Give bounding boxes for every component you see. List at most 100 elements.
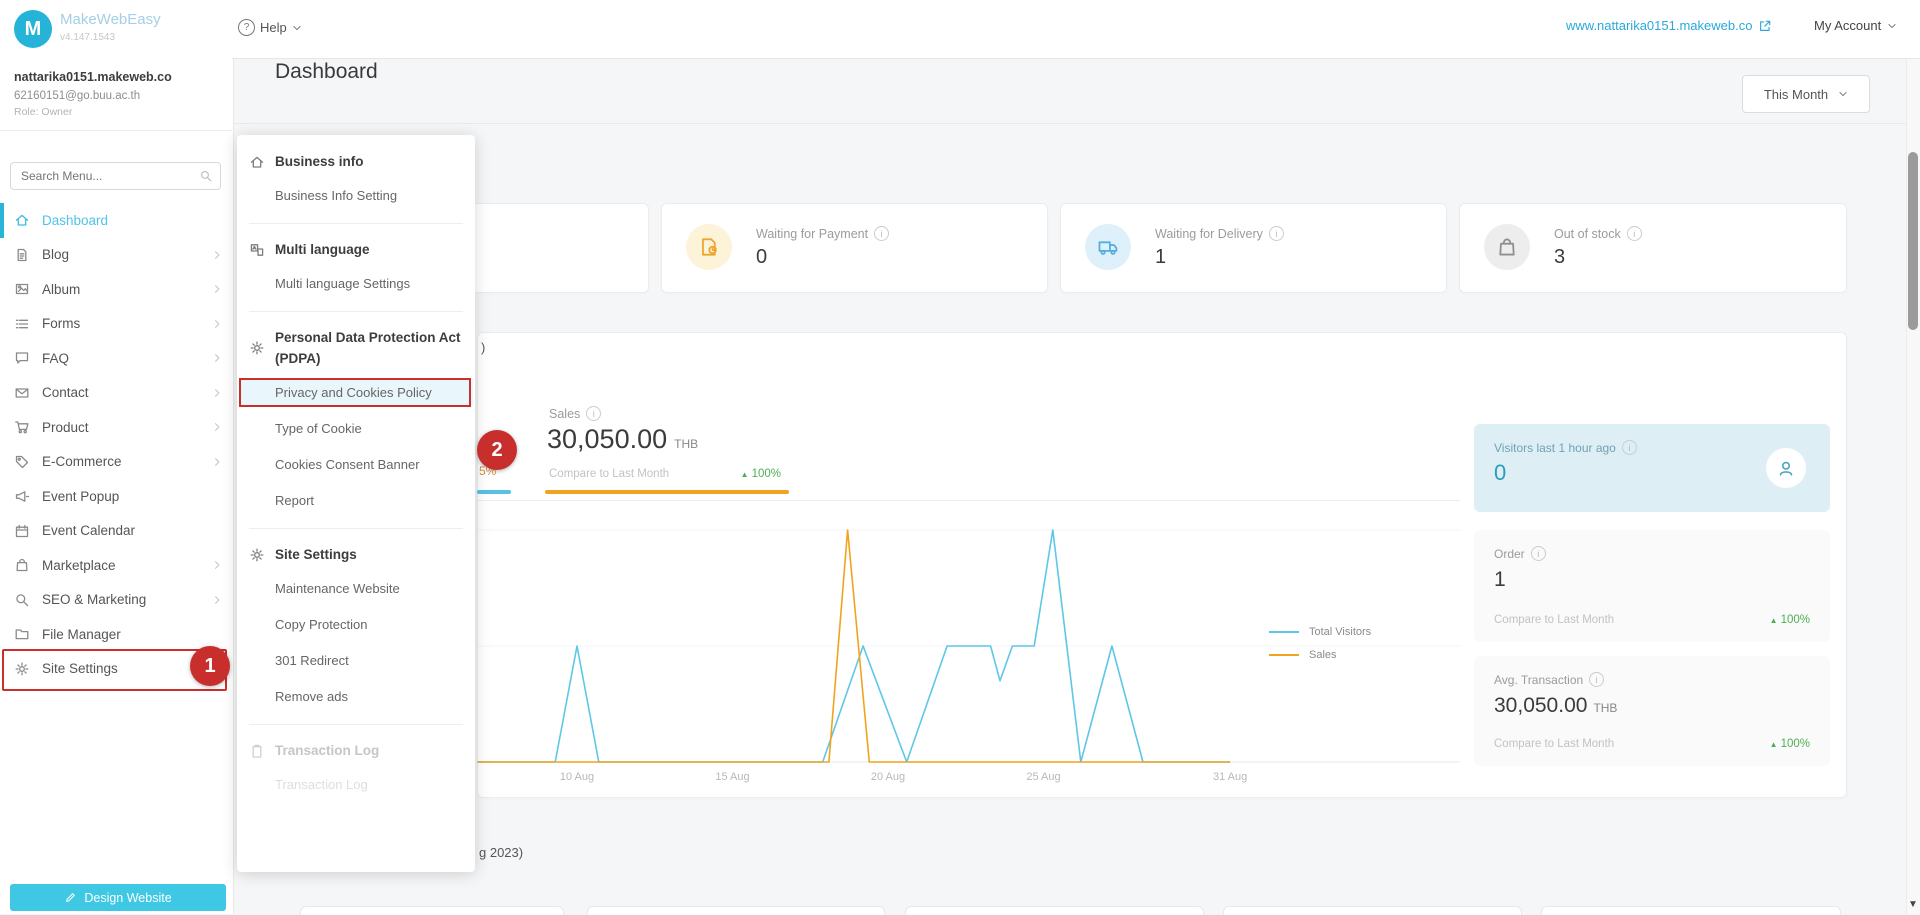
sidebar-item-label: FAQ — [42, 350, 70, 366]
site-url-link[interactable]: www.nattarika0151.makeweb.co — [1566, 18, 1772, 33]
chevron-right-icon — [211, 421, 223, 433]
account-domain: nattarika0151.makeweb.co — [14, 70, 172, 84]
search-icon — [199, 169, 213, 183]
clipboard-icon — [249, 743, 265, 759]
scrollbar-down-arrow[interactable]: ▼ — [1908, 898, 1918, 910]
sidebar-item-blog[interactable]: Blog — [0, 237, 233, 272]
legend-swatch — [1269, 654, 1299, 656]
search-icon — [14, 592, 30, 608]
popup-item-transaction-log[interactable]: Transaction Log — [275, 777, 368, 792]
popup-item-business-info-setting[interactable]: Business Info Setting — [275, 188, 398, 203]
sidebar-item-e-commerce[interactable]: E-Commerce — [0, 444, 233, 479]
avg-transaction-currency: THB — [1593, 701, 1618, 715]
info-icon[interactable] — [1621, 440, 1637, 455]
sales-tab-underline — [545, 490, 789, 494]
info-icon[interactable] — [1530, 546, 1546, 561]
popup-section-multi-language: Multi language Multi language Settings — [249, 239, 463, 296]
site-settings-flyout-menu: Business info Business Info Setting Multi … — [237, 135, 475, 872]
popup-divider — [249, 311, 463, 312]
popup-item-multi-language-settings[interactable]: Multi language Settings — [275, 276, 411, 291]
sidebar-item-event-popup[interactable]: Event Popup — [0, 479, 233, 514]
popup-item-remove-ads[interactable]: Remove ads — [275, 689, 348, 704]
popup-item-copy-protection[interactable]: Copy Protection — [275, 617, 368, 632]
sidebar-item-product[interactable]: Product — [0, 410, 233, 445]
bottom-section-title-fragment: g 2023) — [479, 845, 524, 860]
design-website-button[interactable]: Design Website — [10, 884, 226, 911]
popup-section-header[interactable]: Personal Data Protection Act (PDPA) — [249, 327, 463, 369]
popup-item-maintenance-website[interactable]: Maintenance Website — [275, 581, 400, 596]
annotation-step-1: 1 — [190, 646, 230, 686]
chevron-right-icon — [211, 559, 223, 571]
gear-icon — [249, 340, 265, 356]
stat-card-out-of-stock: Out of stock 3 — [1459, 203, 1847, 293]
popup-section-site-settings: Site Settings Maintenance Website Copy Pro… — [249, 544, 463, 709]
date-range-selector[interactable]: This Month — [1742, 75, 1870, 113]
info-icon[interactable] — [1268, 226, 1284, 241]
stat-card-label: Waiting for Delivery — [1155, 226, 1284, 241]
stat-card-value: 0 — [756, 246, 768, 268]
popup-section-header[interactable]: Business info — [249, 151, 463, 172]
brand-name: MakeWebEasy — [60, 11, 161, 28]
sidebar-item-label: Site Settings — [42, 661, 118, 677]
popup-section-header[interactable]: Multi language — [249, 239, 463, 260]
sidebar-item-label: Blog — [42, 247, 70, 263]
page-title: Dashboard — [275, 60, 378, 83]
external-link-icon — [1758, 19, 1772, 33]
sidebar-item-album[interactable]: Album — [0, 272, 233, 307]
sidebar-item-forms[interactable]: Forms — [0, 306, 233, 341]
sidebar-item-marketplace[interactable]: Marketplace — [0, 548, 233, 583]
info-icon[interactable] — [1626, 226, 1642, 241]
chevron-right-icon — [211, 249, 223, 261]
my-account-menu[interactable]: My Account — [1814, 18, 1897, 33]
pencil-icon — [64, 891, 77, 904]
sidebar-item-dashboard[interactable]: Dashboard — [0, 203, 233, 238]
x-axis-tick: 10 Aug — [560, 771, 594, 783]
sidebar-item-seo-marketing[interactable]: SEO & Marketing — [0, 582, 233, 617]
popup-section-transaction-log: Transaction Log Transaction Log — [249, 740, 463, 797]
stat-card-value: 1 — [1155, 246, 1167, 268]
annotation-step-2: 2 — [477, 430, 517, 470]
sales-value: 30,050.00 — [547, 424, 668, 454]
popup-item-cookies-consent-banner[interactable]: Cookies Consent Banner — [275, 457, 420, 472]
stat-card-value: 3 — [1554, 246, 1566, 268]
chevron-down-icon — [1838, 89, 1848, 99]
x-axis-tick: 25 Aug — [1026, 771, 1060, 783]
megaphone-icon — [14, 488, 30, 504]
sales-tab[interactable]: Sales — [549, 406, 602, 421]
popup-item-report[interactable]: Report — [275, 493, 315, 508]
visitors-last-hour-card: Visitors last 1 hour ago 0 — [1474, 424, 1830, 512]
sidebar-item-label: Marketplace — [42, 557, 116, 573]
info-icon[interactable] — [586, 406, 602, 421]
popup-section-header[interactable]: Site Settings — [249, 544, 463, 565]
popup-divider — [249, 724, 463, 725]
chart-legend: Total Visitors Sales — [1269, 626, 1371, 661]
visitor-person-icon — [1766, 448, 1806, 488]
popup-item-type-of-cookie[interactable]: Type of Cookie — [275, 421, 362, 436]
legend-label: Total Visitors — [1309, 626, 1372, 638]
search-input[interactable] — [10, 162, 221, 190]
sidebar-search — [10, 162, 221, 190]
translate-icon — [249, 242, 265, 258]
help-menu[interactable]: ? Help — [238, 19, 302, 36]
sidebar-item-event-calendar[interactable]: Event Calendar — [0, 513, 233, 548]
visitors-tab-underline — [477, 490, 511, 494]
popup-item-301-redirect[interactable]: 301 Redirect — [275, 653, 349, 668]
info-icon[interactable] — [1589, 672, 1605, 687]
sidebar-item-file-manager[interactable]: File Manager — [0, 617, 233, 652]
sidebar-item-label: File Manager — [42, 626, 121, 642]
legend-label: Sales — [1309, 649, 1337, 661]
info-icon[interactable] — [874, 226, 890, 241]
sidebar-item-faq[interactable]: FAQ — [0, 341, 233, 376]
sidebar-item-label: Event Calendar — [42, 523, 136, 539]
calendar-icon — [14, 523, 30, 539]
stat-card-label: Out of stock — [1554, 226, 1642, 241]
visitors-card-value: 0 — [1494, 460, 1507, 485]
popup-section-title: Personal Data Protection Act (PDPA) — [275, 330, 461, 366]
sidebar-item-contact[interactable]: Contact — [0, 375, 233, 410]
popup-item-privacy-and-cookies-policy[interactable]: Privacy and Cookies Policy — [239, 378, 473, 407]
bottom-card-stub — [905, 906, 1204, 915]
chevron-right-icon — [211, 594, 223, 606]
home-icon — [14, 212, 30, 228]
scrollbar-thumb[interactable] — [1908, 152, 1918, 330]
bottom-card-stub — [1223, 906, 1522, 915]
